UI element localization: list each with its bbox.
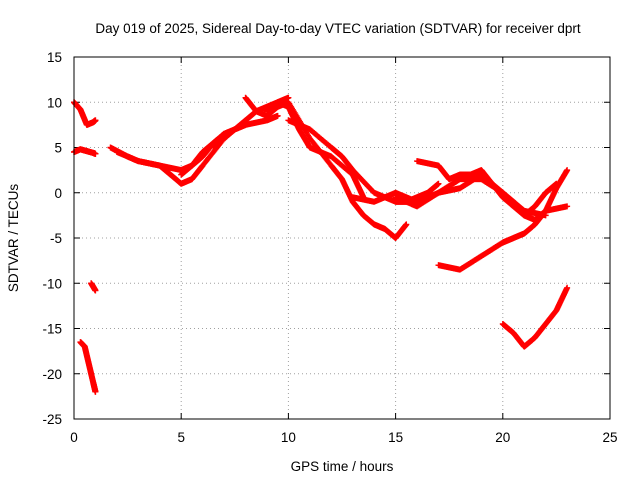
chart-title: Day 019 of 2025, Sidereal Day-to-day VTE…	[95, 21, 580, 36]
data-point	[564, 203, 571, 210]
series-arc-q	[521, 180, 560, 219]
series-arc-p	[499, 284, 571, 350]
series-arc-o	[435, 167, 571, 273]
axis-ticks: 0 5 10 15 20 25 -25 -20 -15 -10 -5 0 5 10 15	[42, 50, 617, 445]
series-arc-b	[71, 146, 99, 157]
data-point	[274, 112, 281, 119]
data-point	[403, 221, 410, 228]
data-point	[92, 287, 99, 294]
plot-frame	[73, 56, 611, 420]
series-arc-d	[77, 339, 99, 395]
y-tick-label: 10	[47, 95, 62, 110]
y-tick-label: 0	[54, 186, 62, 201]
x-tick-label: 10	[281, 430, 296, 445]
series-arc-a	[71, 99, 99, 128]
y-axis-label: SDTVAR / TECUs	[6, 184, 21, 293]
data-point	[564, 284, 571, 291]
data-point	[92, 388, 99, 395]
data-series	[71, 94, 571, 395]
x-tick-label: 25	[602, 430, 617, 445]
x-tick-label: 0	[70, 430, 78, 445]
y-tick-label: -5	[50, 231, 62, 246]
y-tick-label: -10	[42, 276, 62, 291]
series-arc-i	[242, 94, 410, 241]
y-tick-label: 5	[54, 141, 62, 156]
grid-lines	[74, 57, 610, 419]
series-arc-j	[263, 99, 367, 201]
data-point	[435, 180, 442, 187]
y-tick-label: 15	[47, 50, 62, 65]
y-tick-label: -20	[42, 367, 62, 382]
y-tick-label: -15	[42, 322, 62, 337]
data-point	[564, 167, 571, 174]
x-axis-label: GPS time / hours	[291, 459, 394, 474]
data-point	[553, 180, 560, 187]
x-tick-label: 5	[177, 430, 185, 445]
data-point	[92, 150, 99, 157]
data-point	[92, 117, 99, 124]
series-arc-c	[88, 280, 99, 294]
y-tick-label: -25	[42, 412, 62, 427]
x-tick-label: 20	[495, 430, 510, 445]
x-tick-label: 15	[388, 430, 403, 445]
series-arc-n	[414, 158, 549, 219]
